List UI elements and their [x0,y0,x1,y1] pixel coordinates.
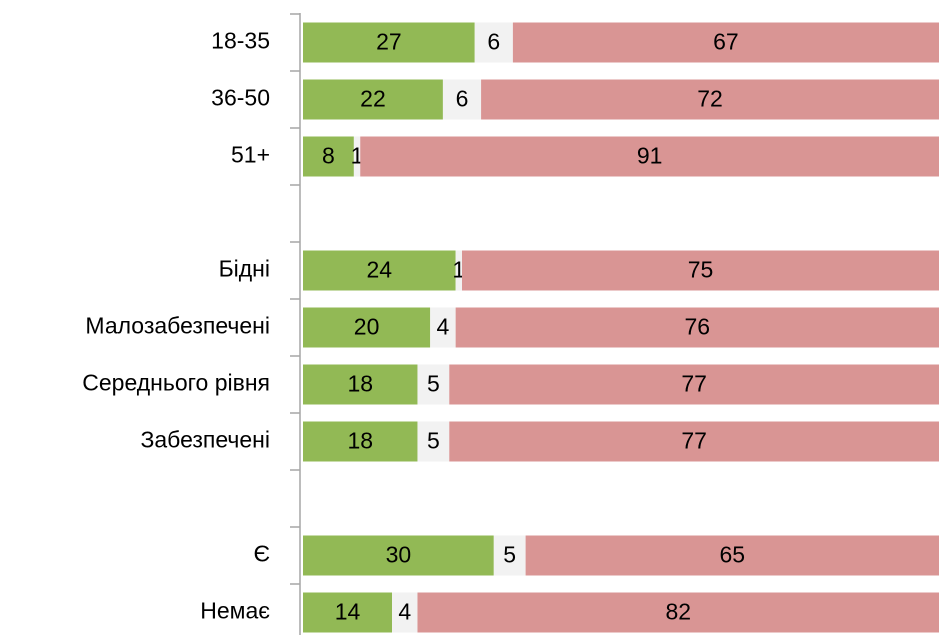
data-label: 14 [335,599,361,625]
y-tick-label: 36-50 [211,85,270,111]
data-label: 77 [681,371,707,397]
bar-segment [417,364,450,405]
bar-segment [525,535,939,576]
y-tick-label: Є [253,541,270,567]
data-label: 5 [427,371,440,397]
data-label: 72 [697,86,723,112]
bar-segment [493,535,526,576]
data-label: 30 [386,542,412,568]
data-label: 91 [637,143,663,169]
bar-segment [481,79,939,120]
bar-segment [462,250,939,291]
bar-segment [455,250,462,291]
y-tick-label: Забезпечені [141,427,271,453]
y-tick-label: Немає [200,598,270,624]
bar-segment [303,364,418,405]
data-label: 18 [347,428,373,454]
bar-segment [353,136,361,177]
data-label: 65 [720,542,746,568]
data-label: 27 [376,29,402,55]
bar-segment [455,307,939,348]
data-label: 22 [360,86,386,112]
data-label: 67 [713,29,739,55]
data-label: 6 [487,29,500,55]
bar-segment [392,592,418,633]
bar-segment [449,421,939,462]
bar-segment [442,79,482,120]
bar-segment [430,307,456,348]
data-label: 4 [437,314,450,340]
y-tick-label: 18-35 [211,28,270,54]
bar-segment [360,136,939,177]
data-label: 82 [665,599,691,625]
bar-segment [303,79,443,120]
data-label: 5 [427,428,440,454]
y-tick-label: Бідні [219,256,270,282]
bar-segment [417,421,450,462]
data-label: 20 [354,314,380,340]
bar-segment [449,364,939,405]
data-label: 6 [456,86,469,112]
data-label: 18 [347,371,373,397]
data-label: 75 [688,257,714,283]
data-label: 77 [681,428,707,454]
bar-segment [512,22,939,63]
bar-segment [303,535,494,576]
y-tick-label: Середнього рівня [82,370,270,396]
y-tick-label: Малозабезпечені [85,313,270,339]
data-label: 8 [322,143,335,169]
bar-segment [417,592,939,633]
data-label: 76 [685,314,711,340]
bar-segment [303,592,393,633]
bar-segment [303,307,431,348]
bar-segment [303,250,456,291]
bar-segment [303,136,354,177]
data-label: 24 [367,257,393,283]
bar-segment [303,421,418,462]
bar-segment [303,22,475,63]
y-tick-label: 51+ [231,142,270,168]
data-label: 5 [503,542,516,568]
bar-segment [474,22,513,63]
data-label: 4 [398,599,411,625]
